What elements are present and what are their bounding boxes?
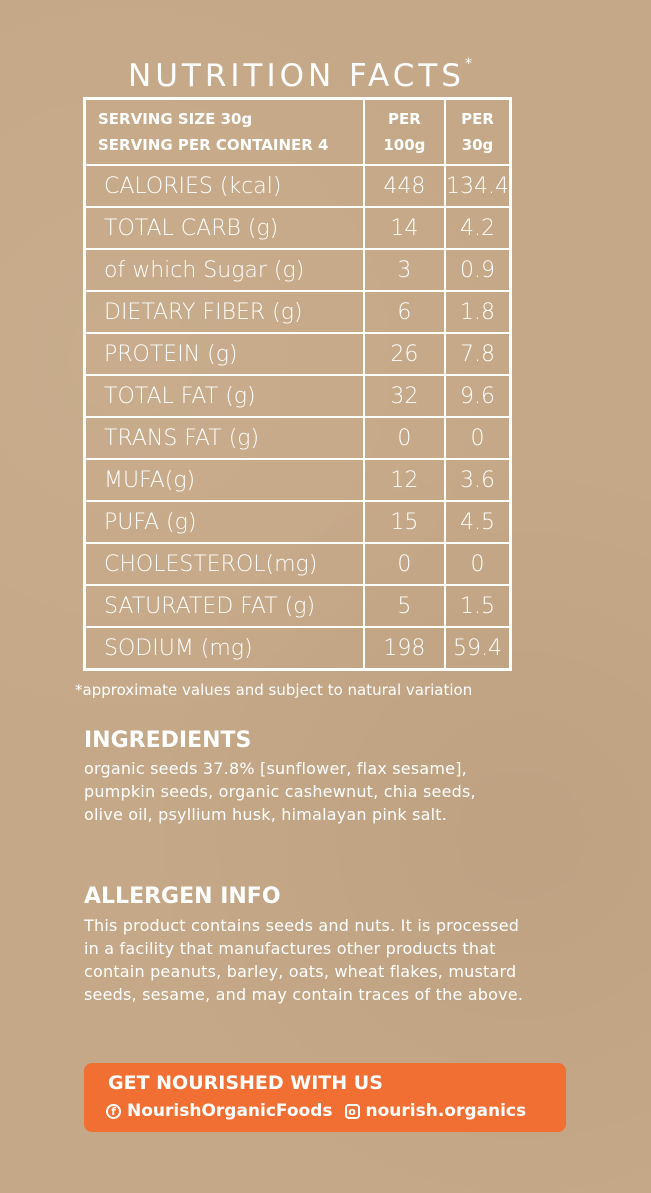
table-row: DIETARY FIBER (g) 6 1.8 <box>83 290 512 334</box>
col-label: PER <box>461 110 494 128</box>
facebook-handle[interactable]: NourishOrganicFoods <box>127 1101 333 1121</box>
value-per-30g: 1.8 <box>444 290 512 334</box>
value-per-30g: 59.4 <box>444 626 512 671</box>
allergen-heading: ALLERGEN INFO <box>84 884 281 909</box>
value-per-100g: 12 <box>362 458 447 502</box>
allergen-text: This product contains seeds and nuts. It… <box>84 916 524 1004</box>
value-per-100g: 15 <box>362 500 447 544</box>
title-text: NUTRITION FACTS <box>128 58 465 94</box>
value-per-100g: 26 <box>362 332 447 376</box>
nutrient-label: of which Sugar (g) <box>83 248 365 292</box>
table-row: of which Sugar (g) 3 0.9 <box>83 248 512 292</box>
ingredients-text: organic seeds 37.8% [sunflower, flax ses… <box>84 759 476 824</box>
value-per-30g: 134.4 <box>444 164 512 208</box>
serving-info: SERVING SIZE 30g SERVING PER CONTAINER 4 <box>83 97 365 166</box>
value-per-100g: 198 <box>362 626 447 671</box>
table-row: CALORIES (kcal) 448 134.4 <box>83 164 512 208</box>
col-label: 100g <box>383 136 426 154</box>
table-row: PUFA (g) 15 4.5 <box>83 500 512 544</box>
table-row: TOTAL FAT (g) 32 9.6 <box>83 374 512 418</box>
value-per-30g: 4.2 <box>444 206 512 250</box>
value-per-100g: 14 <box>362 206 447 250</box>
value-per-30g: 4.5 <box>444 500 512 544</box>
cta-heading: GET NOURISHED WITH US <box>108 1072 383 1094</box>
value-per-30g: 0 <box>444 542 512 586</box>
footnote: *approximate values and subject to natur… <box>75 681 473 699</box>
col-per30: PER 30g <box>444 97 512 166</box>
col-per100: PER 100g <box>362 97 447 166</box>
value-per-30g: 3.6 <box>444 458 512 502</box>
nutrient-label: PUFA (g) <box>83 500 365 544</box>
page-title: NUTRITION FACTS* <box>0 56 600 94</box>
table-row: CHOLESTEROL(mg) 0 0 <box>83 542 512 586</box>
ingredients-heading: INGREDIENTS <box>84 728 252 753</box>
nutrition-table: SERVING SIZE 30g SERVING PER CONTAINER 4 … <box>83 97 512 671</box>
asterisk: * <box>464 56 472 72</box>
value-per-30g: 1.5 <box>444 584 512 628</box>
instagram-handle[interactable]: nourish.organics <box>365 1101 527 1121</box>
table-row: MUFA(g) 12 3.6 <box>83 458 512 502</box>
value-per-100g: 0 <box>362 542 447 586</box>
table-header: SERVING SIZE 30g SERVING PER CONTAINER 4 … <box>83 97 512 166</box>
value-per-30g: 7.8 <box>444 332 512 376</box>
servings-per-container: SERVING PER CONTAINER 4 <box>98 136 329 154</box>
table-row: SATURATED FAT (g) 5 1.5 <box>83 584 512 628</box>
value-per-100g: 32 <box>362 374 447 418</box>
instagram-icon: o <box>344 1103 360 1119</box>
table-row: SODIUM (mg) 198 59.4 <box>83 626 512 671</box>
facebook-icon: f <box>106 1103 121 1119</box>
nutrient-label: PROTEIN (g) <box>83 332 365 376</box>
nutrient-label: CHOLESTEROL(mg) <box>83 542 365 586</box>
value-per-30g: 0 <box>444 416 512 460</box>
value-per-100g: 3 <box>362 248 447 292</box>
table-row: PROTEIN (g) 26 7.8 <box>83 332 512 376</box>
table-row: TRANS FAT (g) 0 0 <box>83 416 512 460</box>
value-per-100g: 6 <box>362 290 447 334</box>
value-per-30g: 0.9 <box>444 248 512 292</box>
nutrient-label: TOTAL FAT (g) <box>83 374 365 418</box>
col-label: PER <box>387 110 421 128</box>
value-per-100g: 0 <box>362 416 447 460</box>
table-row: TOTAL CARB (g) 14 4.2 <box>83 206 512 250</box>
nutrient-label: SODIUM (mg) <box>83 626 365 671</box>
nutrient-label: CALORIES (kcal) <box>83 164 365 208</box>
nutrient-label: TRANS FAT (g) <box>83 416 365 460</box>
value-per-100g: 448 <box>362 164 447 208</box>
col-label: 30g <box>461 136 494 154</box>
value-per-100g: 5 <box>362 584 447 628</box>
social-banner: GET NOURISHED WITH US f NourishOrganicFo… <box>84 1063 566 1132</box>
nutrient-label: MUFA(g) <box>83 458 365 502</box>
value-per-30g: 9.6 <box>444 374 512 418</box>
nutrient-label: DIETARY FIBER (g) <box>83 290 365 334</box>
nutrient-label: TOTAL CARB (g) <box>83 206 365 250</box>
serving-size: SERVING SIZE 30g <box>98 110 253 128</box>
nutrient-label: SATURATED FAT (g) <box>83 584 365 628</box>
